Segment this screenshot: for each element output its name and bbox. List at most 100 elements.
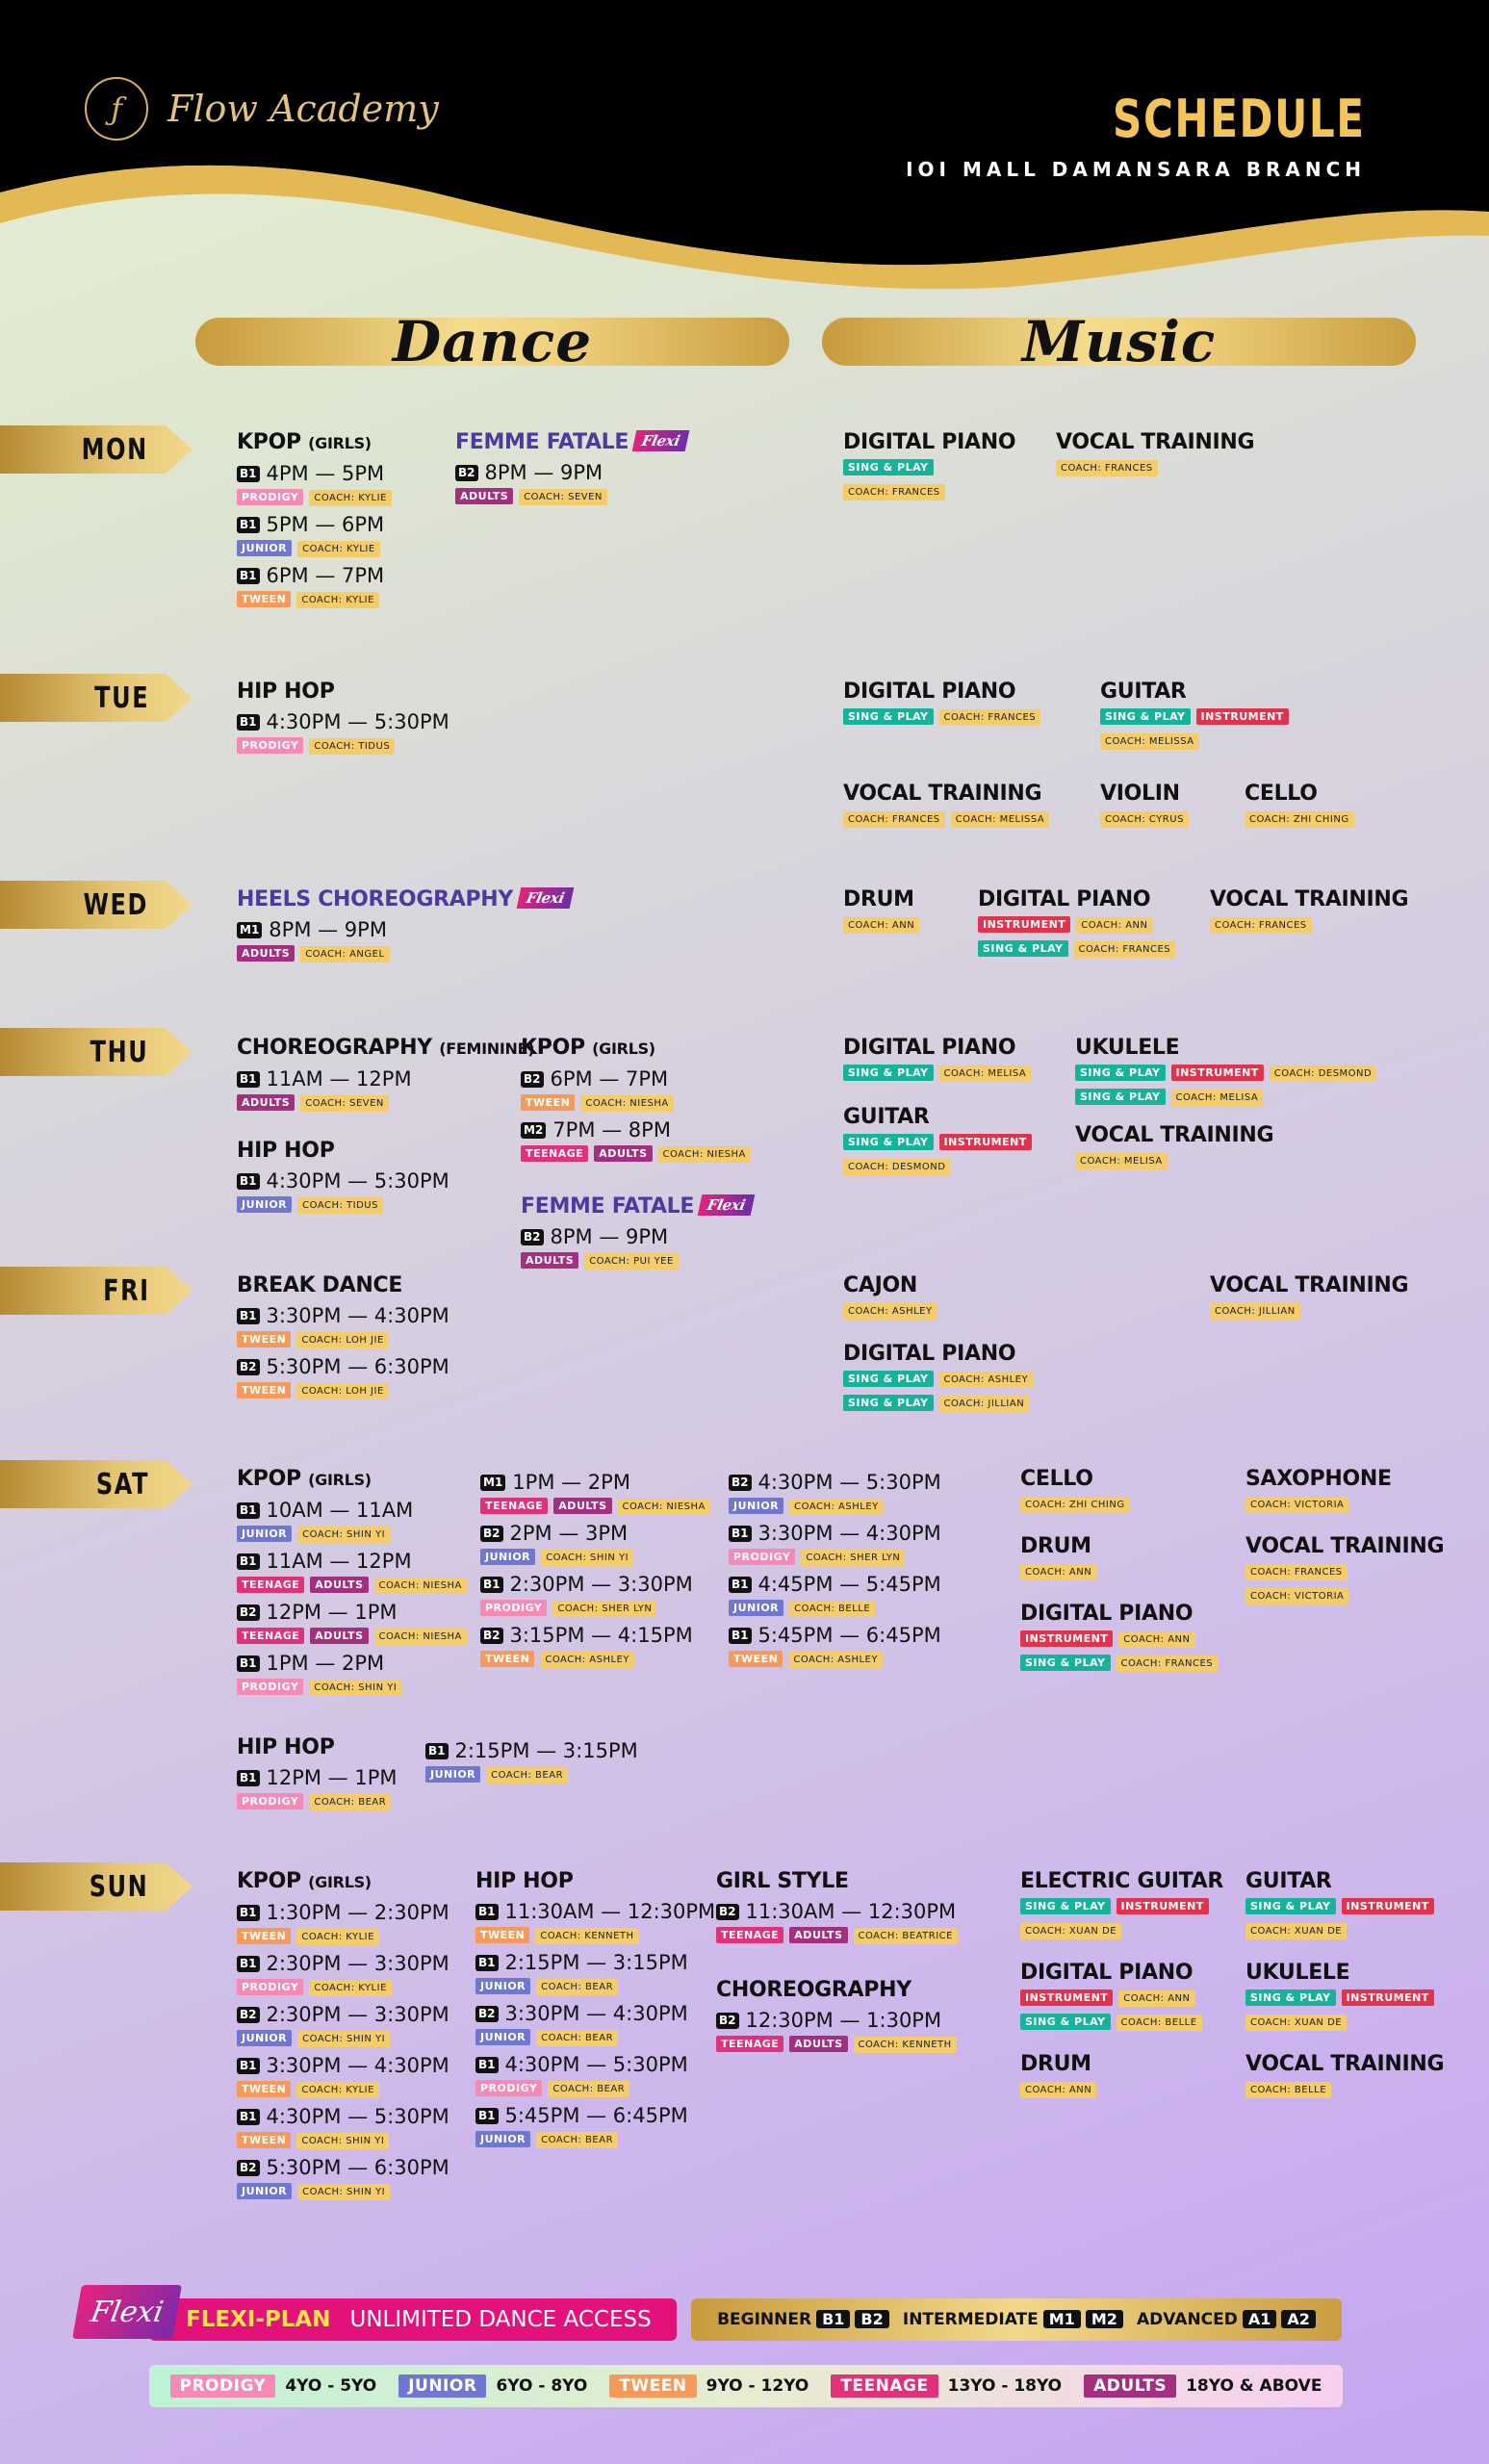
class-block[interactable]: VIOLIN COACH: CYRUS: [1100, 781, 1194, 834]
class-block[interactable]: HIP HOP B1 11:30AM — 12:30PM TWEEN COACH: KE…: [475, 1868, 715, 2154]
class-block[interactable]: B2 4:30PM — 5:30PM JUNIOR COACH: ASHLEY B1 3:…: [729, 1466, 941, 1674]
class-block[interactable]: VOCAL TRAINING COACH: FRANCES: [1056, 429, 1255, 482]
class-name: ELECTRIC GUITAR: [1020, 1869, 1224, 1893]
class-block[interactable]: DIGITAL PIANO SING & PLAY COACH: FRANCES: [843, 429, 1016, 506]
class-block[interactable]: GUITAR SING & PLAY INSTRUMENT COACH: XUAN D…: [1245, 1868, 1440, 1945]
age-badge: INSTRUMENT: [978, 916, 1071, 933]
class-block[interactable]: BREAK DANCE B1 3:30PM — 4:30PM TWEEN COACH: …: [237, 1272, 449, 1405]
class-block[interactable]: CELLO COACH: ZHI CHING: [1020, 1466, 1136, 1519]
class-name: GUITAR: [843, 1105, 930, 1129]
class-block[interactable]: FEMME FATALE Flexi B2 8PM — 9PM ADULTS COACH:…: [455, 429, 690, 511]
class-block[interactable]: FEMME FATALE Flexi B2 8PM — 9PM ADULTS COACH:…: [521, 1194, 756, 1275]
class-block[interactable]: VOCAL TRAINING COACH: FRANCES COACH: VICTO…: [1245, 1533, 1445, 1610]
class-block[interactable]: CELLO COACH: ZHI CHING: [1245, 781, 1360, 834]
time-text: 2:15PM — 3:15PM: [454, 1739, 638, 1762]
age-badge: SING & PLAY: [843, 1395, 934, 1411]
class-name: CELLO: [1245, 782, 1318, 806]
class-block[interactable]: M1 1PM — 2PM TEENAGE ADULTS COACH: NIESHA B2 2…: [480, 1466, 716, 1674]
coach-badge: COACH: SEVEN: [300, 1095, 389, 1112]
class-block[interactable]: HIP HOP B1 12PM — 1PM PRODIGY COACH: BEAR: [237, 1734, 398, 1816]
tag-row: JUNIOR COACH: SHIN YI: [480, 1548, 716, 1566]
level-badge: B1: [729, 1526, 752, 1542]
coach-badge: COACH: NIESHA: [580, 1095, 674, 1112]
class-block[interactable]: SAXOPHONE COACH: VICTORIA: [1245, 1466, 1392, 1519]
class-block[interactable]: VOCAL TRAINING COACH: FRANCES COACH: MELIS…: [843, 781, 1055, 834]
class-block[interactable]: KPOP (GIRLS) B1 10AM — 11AM JUNIOR COACH: SH…: [237, 1466, 473, 1702]
flexi-plan-description: UNLIMITED DANCE ACCESS: [349, 2307, 652, 2332]
class-block[interactable]: KPOP (GIRLS) B1 4PM — 5PM PRODIGY COACH: KYL…: [237, 429, 398, 614]
class-block[interactable]: UKULELE SING & PLAY INSTRUMENT COACH: DESMO…: [1075, 1035, 1382, 1112]
tag-row: PRODIGY COACH: SHER LYN: [480, 1599, 716, 1617]
tag-row: SING & PLAY COACH: JILLIAN: [843, 1394, 1039, 1412]
class-block[interactable]: GIRL STYLE B2 11:30AM — 12:30PM TEENAGE ADUL…: [716, 1868, 963, 1950]
class-block[interactable]: GUITAR SING & PLAY INSTRUMENT COACH: MELISS…: [1100, 679, 1295, 756]
level-code: A2: [1281, 2310, 1316, 2328]
class-block[interactable]: DRUM COACH: ANN: [1020, 2051, 1102, 2104]
level-badge: B1: [475, 1904, 499, 1920]
class-block[interactable]: CAJON COACH: ASHLEY: [843, 1272, 943, 1325]
tag-row: TWEEN COACH: NIESHA: [521, 1093, 757, 1112]
age-badge: JUNIOR: [237, 2030, 293, 2046]
academy-logo[interactable]: ƒ Flow Academy: [85, 77, 439, 141]
age-badge: JUNIOR: [237, 1526, 293, 1542]
tag-row: TWEEN COACH: SHIN YI: [237, 2131, 449, 2149]
level-badge: B2: [475, 2006, 499, 2022]
level-badge: M1: [480, 1475, 506, 1491]
time-text: 5:45PM — 6:45PM: [757, 1624, 941, 1647]
class-block[interactable]: VOCAL TRAINING COACH: BELLE: [1245, 2051, 1445, 2104]
class-block[interactable]: UKULELE SING & PLAY INSTRUMENT COACH: XUAN …: [1245, 1960, 1440, 2037]
level-badge: B1: [729, 1628, 752, 1644]
class-block[interactable]: HEELS CHOREOGRAPHY Flexi M1 8PM — 9PM ADULTS…: [237, 886, 575, 968]
level-code: M1: [1042, 2310, 1081, 2328]
coach-badge: COACH: KENNETH: [535, 1928, 639, 1944]
class-block[interactable]: DRUM COACH: ANN: [843, 886, 925, 939]
class-name: CELLO: [1020, 1467, 1093, 1491]
tag-row: COACH: ANN: [1020, 2080, 1102, 2098]
class-block[interactable]: DRUM COACH: ANN: [1020, 1533, 1102, 1586]
class-block[interactable]: DIGITAL PIANO INSTRUMENT COACH: ANN SING & …: [1020, 1601, 1223, 1678]
class-title: HIP HOP: [475, 1868, 715, 1895]
time-text: 10AM — 11AM: [266, 1499, 414, 1522]
class-title: DIGITAL PIANO: [843, 679, 1046, 706]
flexi-plan-bar[interactable]: FLEXI-PLAN UNLIMITED DANCE ACCESS: [149, 2298, 677, 2341]
class-block[interactable]: HIP HOP B1 4:30PM — 5:30PM PRODIGY COACH: TI…: [237, 679, 449, 760]
class-block[interactable]: DIGITAL PIANO SING & PLAY COACH: ASHLEY SIN…: [843, 1341, 1039, 1418]
level-badge: B2: [237, 1604, 260, 1621]
class-name: GUITAR: [1100, 680, 1187, 704]
age-badge: INSTRUMENT: [938, 1134, 1032, 1150]
class-block[interactable]: CHOREOGRAPHY (FEMININE) B1 11AM — 12PM ADUL…: [237, 1035, 535, 1117]
class-name: VOCAL TRAINING: [1210, 887, 1409, 911]
class-block[interactable]: KPOP (GIRLS) B2 6PM — 7PM TWEEN COACH: NIESH…: [521, 1035, 757, 1168]
class-block[interactable]: DIGITAL PIANO SING & PLAY COACH: MELISA: [843, 1035, 1037, 1088]
time-text: 3:30PM — 4:30PM: [266, 2054, 449, 2077]
class-block[interactable]: CHOREOGRAPHY B2 12:30PM — 1:30PM TEENAGE ADU…: [716, 1977, 963, 2059]
flexi-badge: Flexi: [697, 1194, 756, 1216]
class-block[interactable]: B1 2:15PM — 3:15PM JUNIOR COACH: BEAR: [425, 1734, 638, 1789]
class-title: FEMME FATALE Flexi: [455, 429, 690, 456]
session-time: B1 2:30PM — 3:30PM: [237, 1951, 449, 1976]
class-block[interactable]: KPOP (GIRLS) B1 1:30PM — 2:30PM TWEEN COACH:…: [237, 1868, 449, 2206]
class-block[interactable]: ELECTRIC GUITAR SING & PLAY INSTRUMENT COAC…: [1020, 1868, 1223, 1945]
level-badge: B1: [475, 1955, 499, 1971]
class-block[interactable]: DIGITAL PIANO SING & PLAY COACH: FRANCES: [843, 679, 1046, 732]
session-time: B1 2:30PM — 3:30PM: [480, 1572, 716, 1597]
coach-badge: COACH: MELISA: [938, 1065, 1032, 1082]
tag-row: TWEEN COACH: KYLIE: [237, 590, 398, 608]
logo-emblem-icon: ƒ: [85, 77, 148, 141]
class-block[interactable]: VOCAL TRAINING COACH: MELISA: [1075, 1122, 1274, 1175]
tag-row: COACH: ZHI CHING: [1020, 1495, 1136, 1513]
time-text: 3:15PM — 4:15PM: [509, 1624, 693, 1647]
day-ribbon-fri: FRI: [0, 1267, 193, 1315]
class-block[interactable]: VOCAL TRAINING COACH: FRANCES: [1210, 886, 1409, 939]
tag-row: TWEEN COACH: LOH JIE: [237, 1330, 449, 1348]
class-block[interactable]: GUITAR SING & PLAY INSTRUMENT COACH: DESMON…: [843, 1104, 1038, 1181]
session-time: B2 6PM — 7PM: [521, 1066, 757, 1091]
tag-row: JUNIOR COACH: ASHLEY: [729, 1497, 941, 1515]
class-title: HIP HOP: [237, 679, 449, 706]
class-block[interactable]: VOCAL TRAINING COACH: JILLIAN: [1210, 1272, 1409, 1325]
class-block[interactable]: HIP HOP B1 4:30PM — 5:30PM JUNIOR COACH: TID…: [237, 1138, 449, 1219]
class-block[interactable]: DIGITAL PIANO INSTRUMENT COACH: ANN SING & …: [1020, 1960, 1208, 2037]
class-name: FEMME FATALE: [455, 430, 629, 454]
time-text: 11AM — 12PM: [266, 1067, 412, 1091]
class-block[interactable]: DIGITAL PIANO INSTRUMENT COACH: ANN SING & …: [978, 886, 1181, 963]
